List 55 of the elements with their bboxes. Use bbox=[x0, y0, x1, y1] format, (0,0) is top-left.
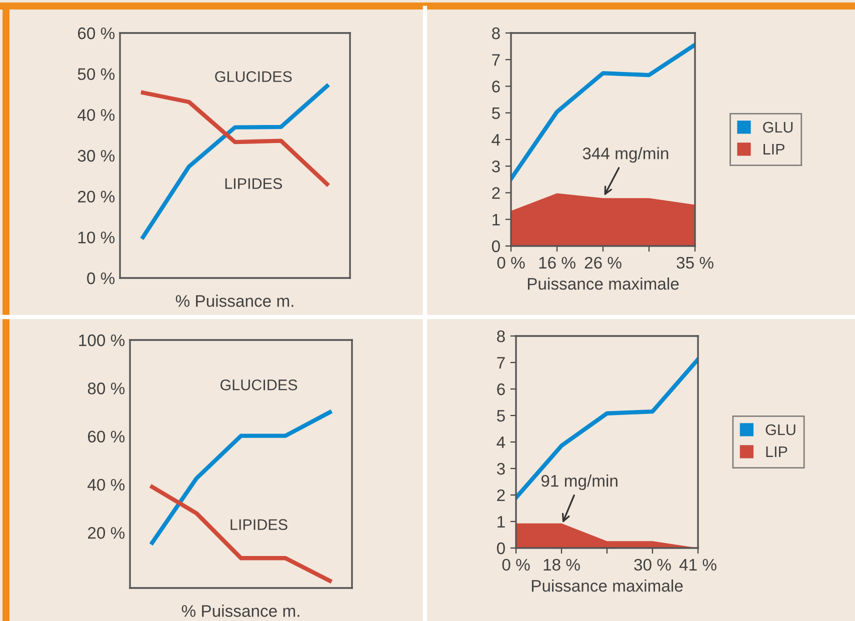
y-tick-label: 60 % bbox=[88, 430, 125, 443]
x-axis-title: Puissance maximale bbox=[532, 580, 683, 592]
y-tick-label: 20 % bbox=[88, 527, 125, 539]
y-tick-label: 1 bbox=[498, 516, 505, 528]
y-tick-label: 8 bbox=[497, 330, 505, 342]
y-tick-label: 30 % bbox=[78, 150, 115, 162]
y-tick-label: 10 % bbox=[78, 232, 115, 244]
x-axis-title: Puissance maximale bbox=[528, 278, 679, 290]
x-tick-label: 41 % bbox=[679, 558, 716, 571]
line-series bbox=[150, 484, 332, 583]
legend-label: GLU bbox=[766, 424, 796, 436]
y-tick-label: 80 % bbox=[88, 382, 125, 394]
y-tick-label: 40 % bbox=[88, 478, 125, 491]
legend-label: GLU bbox=[763, 122, 793, 133]
text: GLUCIDES bbox=[220, 380, 298, 390]
y-tick-label: 0 bbox=[496, 542, 505, 554]
y-tick-label: 5 bbox=[496, 410, 505, 422]
legend-label: LIP bbox=[764, 144, 784, 154]
y-tick-label: 20 % bbox=[78, 190, 115, 203]
line-series bbox=[516, 357, 698, 500]
x-tick-label: 26 % bbox=[584, 256, 622, 269]
y-tick-label: 5 bbox=[492, 107, 500, 120]
y-tick-label: 1 bbox=[492, 214, 500, 226]
y-tick-label: 0 bbox=[492, 240, 500, 252]
y-tick-label: 7 bbox=[497, 357, 505, 369]
y-tick-label: 2 bbox=[492, 187, 500, 199]
x-tick-label: 30 % bbox=[634, 558, 671, 571]
line-series bbox=[150, 410, 332, 545]
x-tick-label: 18 % bbox=[544, 558, 580, 571]
y-tick-label: 50 % bbox=[78, 68, 115, 80]
y-tick-label: 6 bbox=[497, 383, 505, 396]
y-tick-label: 3 bbox=[496, 462, 505, 475]
x-axis-title: % Puissance m. bbox=[176, 294, 294, 307]
y-tick-label: 100 % bbox=[79, 334, 125, 346]
x-axis-title: % Puissance m. bbox=[182, 604, 300, 617]
x-tick-label: 16 % bbox=[539, 256, 576, 269]
y-tick-label: 60 % bbox=[78, 27, 115, 40]
series-label: LIPIDES bbox=[225, 178, 282, 189]
y-tick-label: 4 bbox=[496, 436, 506, 448]
y-tick-label: 8 bbox=[492, 27, 500, 40]
y-tick-label: 7 bbox=[492, 54, 500, 66]
y-tick-label: 3 bbox=[492, 160, 500, 172]
y-tick-label: 6 bbox=[492, 80, 500, 92]
line-series bbox=[140, 84, 330, 240]
series-label: LIPIDES bbox=[230, 519, 288, 530]
y-tick-label: 0 % bbox=[87, 272, 115, 284]
x-tick-label: 35 % bbox=[676, 256, 714, 269]
legend-label: LIP bbox=[766, 446, 788, 457]
line-series bbox=[511, 42, 695, 181]
y-tick-label: 4 bbox=[492, 134, 500, 146]
y-tick-label: 40 % bbox=[78, 109, 115, 121]
y-tick-label: 2 bbox=[497, 489, 505, 502]
annotation: 344 mg/min bbox=[582, 147, 668, 163]
annotation: 91 mg/min bbox=[541, 474, 618, 490]
series-label: GLUCIDES bbox=[215, 71, 292, 82]
